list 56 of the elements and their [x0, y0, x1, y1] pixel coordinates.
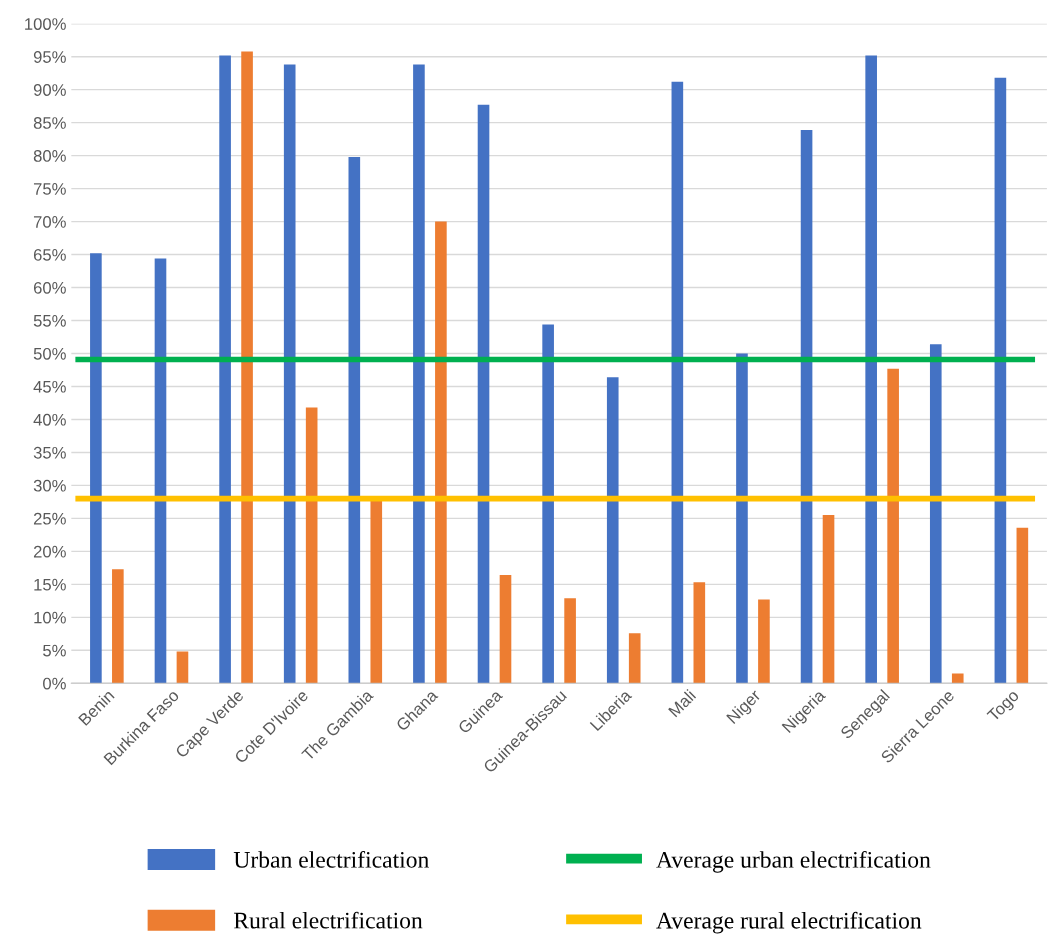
y-tick-label: 100% [25, 18, 66, 30]
bar [112, 569, 124, 684]
bar [241, 51, 253, 684]
bar [606, 377, 619, 684]
bar [822, 515, 835, 684]
legend-label: Average rural electrification [656, 911, 922, 934]
y-tick-label: 85% [33, 117, 66, 129]
bar [176, 651, 189, 684]
y-tick-label: 40% [33, 413, 66, 426]
x-tick-label: Togo [986, 689, 1022, 725]
y-tick-label: 60% [33, 281, 66, 294]
y-tick-label: 10% [34, 611, 66, 624]
y-tick-label: 50% [33, 347, 66, 360]
bar [435, 221, 447, 684]
bar [413, 64, 425, 684]
x-tick-label: Mali [667, 688, 697, 718]
bar [758, 599, 770, 684]
bar [628, 633, 641, 684]
bar [219, 55, 231, 684]
y-tick-label: 30% [33, 479, 66, 492]
y-tick-label: 15% [34, 578, 66, 591]
bar [542, 324, 554, 684]
bar [499, 575, 512, 684]
bar [865, 55, 877, 684]
y-tick-label: 75% [33, 183, 66, 195]
bar [671, 81, 684, 684]
y-tick-label: 5% [43, 644, 66, 657]
bar [929, 344, 942, 684]
y-tick-label: 45% [33, 380, 66, 393]
y-tick-label: 95% [33, 51, 66, 63]
y-tick-label: 80% [33, 150, 66, 162]
y-tick-label: 65% [33, 248, 66, 261]
bar [951, 673, 964, 684]
bar [564, 598, 576, 684]
y-tick-label: 90% [33, 84, 66, 96]
y-tick-label: 20% [33, 545, 66, 558]
legend-label: Urban electrification [233, 850, 429, 868]
bar [283, 64, 296, 684]
y-tick-label: 55% [33, 315, 66, 327]
bar [994, 77, 1007, 684]
legend-label: Average urban electrification [656, 850, 931, 873]
bar [154, 258, 167, 684]
bar [693, 582, 706, 684]
bar [90, 253, 102, 684]
y-tick-label: 35% [33, 446, 66, 459]
bar [736, 353, 748, 684]
bar [887, 368, 899, 684]
y-tick-label: 0% [43, 677, 66, 690]
y-tick-label: 70% [33, 215, 66, 228]
bar [348, 156, 361, 684]
legend-label: Rural electrification [234, 911, 423, 929]
y-tick-label: 25% [33, 512, 66, 525]
bar [800, 129, 813, 684]
bar [305, 407, 318, 684]
bar [477, 104, 490, 684]
bar [1016, 527, 1029, 684]
